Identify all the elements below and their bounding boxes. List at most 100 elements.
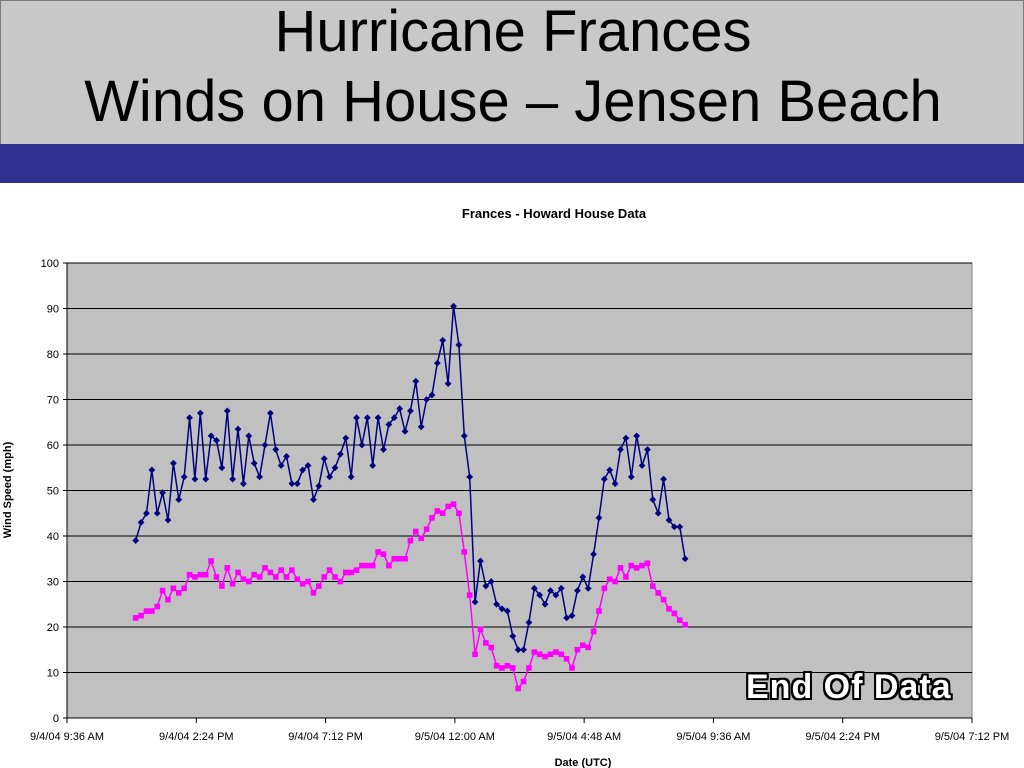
y-axis-ticks: 0 10 20 30 40 50 60 70 80 90 100	[41, 258, 67, 725]
data-point	[499, 665, 505, 671]
data-point	[612, 578, 618, 585]
y-tick-label: 80	[47, 349, 59, 361]
data-point	[207, 432, 215, 440]
data-point	[272, 446, 280, 453]
data-point	[407, 407, 414, 415]
data-point	[563, 656, 570, 662]
data-point	[262, 565, 268, 571]
data-point	[633, 565, 640, 571]
data-point	[342, 569, 349, 576]
data-point	[676, 523, 684, 531]
data-point	[396, 405, 404, 412]
data-point	[326, 473, 334, 481]
y-tick-label: 30	[47, 577, 59, 589]
data-point	[283, 574, 290, 580]
data-point	[240, 576, 247, 583]
data-point	[444, 380, 452, 387]
data-point	[153, 509, 161, 517]
data-point	[369, 462, 377, 469]
data-point	[503, 607, 511, 615]
data-point	[584, 584, 592, 592]
data-point	[547, 651, 554, 658]
data-point	[590, 550, 597, 558]
data-point	[315, 482, 323, 490]
data-point	[261, 441, 269, 449]
data-point	[196, 409, 204, 417]
data-point	[617, 565, 624, 571]
data-point	[542, 653, 548, 660]
data-point	[353, 567, 360, 573]
data-point	[574, 587, 581, 594]
header-accent-band	[0, 144, 1024, 183]
data-point	[460, 432, 468, 440]
y-tick-label: 10	[47, 668, 59, 680]
data-point	[461, 549, 468, 555]
data-point	[590, 628, 597, 635]
data-point	[557, 584, 565, 592]
data-point	[558, 651, 565, 658]
y-tick-label: 70	[47, 395, 59, 407]
data-point	[466, 473, 474, 481]
data-point	[347, 473, 355, 481]
data-point	[256, 473, 263, 481]
data-point	[359, 562, 365, 569]
data-point	[671, 610, 678, 617]
data-point	[386, 562, 392, 569]
slide-title-line-1: Hurricane Frances	[274, 0, 752, 64]
data-point	[369, 562, 376, 569]
x-tick-label: 9/5/04 7:12 PM	[935, 731, 1010, 743]
data-point	[498, 605, 506, 613]
data-point	[234, 425, 242, 433]
data-point	[552, 591, 560, 599]
data-point	[299, 580, 306, 587]
data-point	[310, 590, 317, 596]
series-layer	[132, 302, 689, 692]
data-point	[482, 582, 490, 590]
data-point	[407, 537, 414, 544]
data-point	[655, 590, 662, 596]
data-point	[138, 612, 144, 619]
data-point	[445, 503, 451, 510]
data-point	[219, 583, 225, 589]
data-point	[650, 583, 656, 589]
data-point	[520, 646, 527, 654]
data-point	[132, 537, 140, 544]
data-point	[363, 414, 371, 422]
data-point	[600, 475, 608, 483]
data-point	[472, 651, 478, 658]
data-point	[574, 646, 581, 653]
data-point	[143, 608, 150, 614]
data-point	[321, 574, 328, 580]
data-point	[660, 596, 667, 603]
data-point	[154, 603, 161, 610]
data-point	[439, 510, 446, 517]
data-point	[246, 578, 252, 585]
data-point	[277, 462, 285, 469]
data-point	[585, 644, 591, 651]
data-point	[644, 560, 651, 567]
data-point	[665, 516, 673, 524]
data-point	[666, 606, 672, 612]
data-point	[493, 600, 501, 608]
data-point	[380, 446, 387, 453]
data-point	[289, 567, 295, 573]
data-point	[186, 571, 193, 578]
x-axis-ticks: 9/4/04 9:36 AM 9/4/04 2:24 PM 9/4/04 7:12 …	[30, 718, 1009, 743]
data-point	[364, 562, 371, 569]
data-point	[299, 466, 307, 474]
data-point	[606, 576, 613, 583]
data-point	[197, 571, 204, 578]
data-point	[164, 516, 172, 524]
data-point	[251, 571, 257, 578]
data-point	[628, 562, 635, 569]
data-point	[569, 665, 575, 671]
data-point	[493, 662, 500, 669]
series-1	[132, 302, 689, 654]
data-point	[137, 518, 145, 526]
data-point	[390, 414, 398, 422]
data-point	[245, 432, 253, 440]
data-point	[391, 555, 398, 562]
data-point	[293, 480, 301, 488]
data-point	[202, 475, 210, 483]
data-point	[596, 608, 602, 614]
